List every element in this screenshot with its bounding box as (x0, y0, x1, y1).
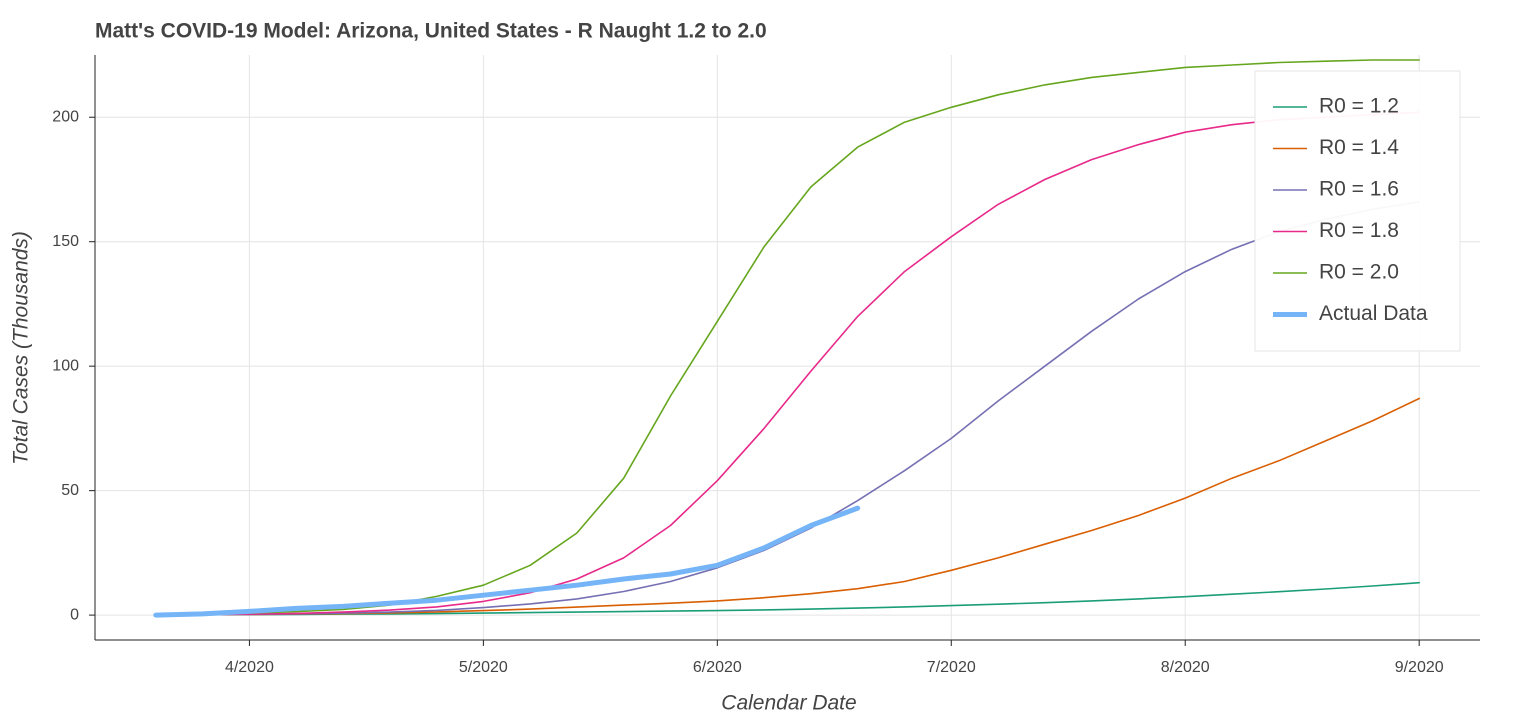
series-line (155, 59, 1420, 616)
legend: R0 = 1.2 R0 = 1.4 R0 = 1.6 R0 = 1.8 R0 = 2.0… (1254, 70, 1461, 352)
legend-label: R0 = 1.2 (1319, 95, 1399, 118)
series-line (155, 111, 1420, 616)
series-line (153, 505, 861, 618)
legend-label: R0 = 1.6 (1319, 178, 1399, 201)
chart-title: Matt's COVID-19 Model: Arizona, United S… (95, 20, 767, 43)
legend-label: R0 = 1.8 (1319, 219, 1399, 242)
x-tick-label: 9/2020 (1395, 659, 1444, 676)
y-axis-label: Total Cases (Thousands) (10, 231, 33, 465)
y-tick-label: 100 (52, 357, 79, 374)
legend-label: R0 = 1.4 (1319, 136, 1399, 159)
legend-label: R0 = 2.0 (1319, 261, 1399, 284)
legend-box (1254, 70, 1461, 352)
series-line (155, 397, 1420, 616)
y-tick-label: 150 (52, 233, 79, 250)
legend-label: Actual Data (1319, 302, 1428, 325)
x-axis-label: Calendar Date (721, 692, 856, 715)
series-line (155, 581, 1420, 616)
y-tick-label: 200 (52, 108, 79, 125)
x-tick-label: 6/2020 (693, 659, 742, 676)
y-tick-label: 0 (70, 606, 79, 623)
x-tick-label: 5/2020 (459, 659, 508, 676)
x-tick-label: 7/2020 (927, 659, 976, 676)
x-tick-label: 4/2020 (225, 659, 274, 676)
series-line (155, 201, 1420, 616)
y-tick-label: 50 (61, 482, 79, 499)
x-tick-label: 8/2020 (1161, 659, 1210, 676)
